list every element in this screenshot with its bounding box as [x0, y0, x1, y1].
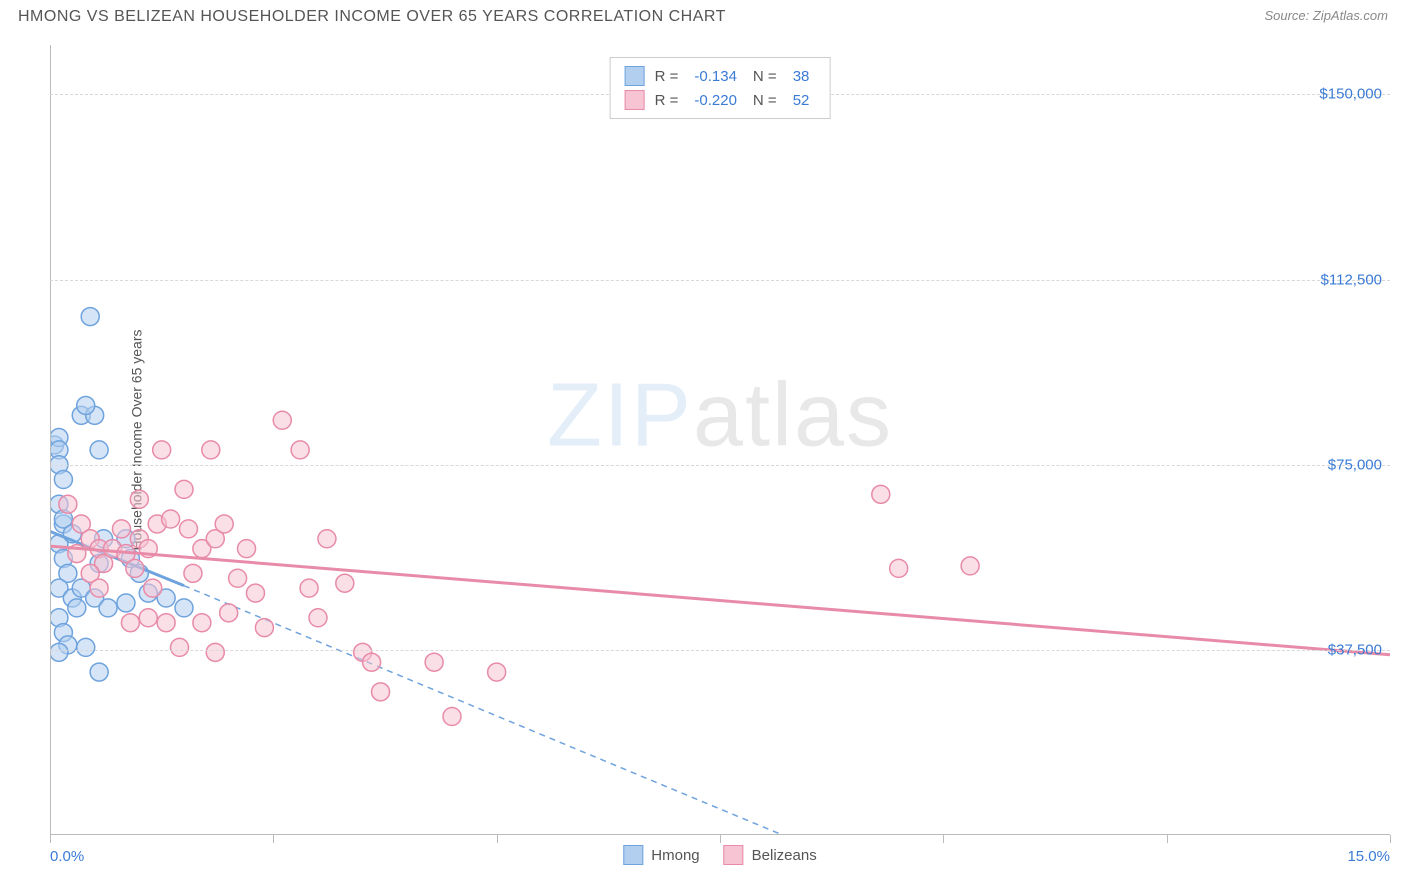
- legend-swatch: [625, 90, 645, 110]
- data-point: [318, 530, 336, 548]
- grid-line: [50, 280, 1390, 281]
- data-point: [872, 485, 890, 503]
- data-point: [443, 708, 461, 726]
- data-point: [77, 638, 95, 656]
- data-point: [121, 614, 139, 632]
- data-point: [179, 520, 197, 538]
- data-point: [90, 579, 108, 597]
- stats-legend-box: R = -0.134 N = 38 R = -0.220 N = 52: [610, 57, 831, 119]
- y-tick-label: $150,000: [1319, 86, 1382, 103]
- x-tick: [943, 835, 944, 843]
- source-name: ZipAtlas.com: [1313, 8, 1388, 23]
- data-point: [99, 599, 117, 617]
- x-tick: [50, 835, 51, 843]
- data-point: [193, 614, 211, 632]
- grid-line: [50, 465, 1390, 466]
- data-point: [153, 441, 171, 459]
- data-point: [300, 579, 318, 597]
- data-point: [175, 480, 193, 498]
- r-value: -0.220: [694, 92, 737, 109]
- x-tick: [273, 835, 274, 843]
- source-prefix: Source:: [1264, 8, 1312, 23]
- stats-legend-row: R = -0.220 N = 52: [625, 88, 816, 112]
- x-tick-label: 15.0%: [1347, 848, 1390, 865]
- data-point: [291, 441, 309, 459]
- data-point: [139, 609, 157, 627]
- data-point: [50, 643, 68, 661]
- data-point: [273, 411, 291, 429]
- y-tick-label: $75,000: [1328, 456, 1382, 473]
- data-point: [206, 643, 224, 661]
- data-point: [488, 663, 506, 681]
- data-point: [246, 584, 264, 602]
- data-point: [890, 559, 908, 577]
- data-point: [157, 614, 175, 632]
- data-point: [372, 683, 390, 701]
- n-value: 52: [793, 92, 810, 109]
- r-label: R =: [655, 92, 679, 109]
- y-tick-label: $112,500: [1321, 271, 1382, 288]
- data-point: [961, 557, 979, 575]
- data-point: [90, 441, 108, 459]
- data-point: [215, 515, 233, 533]
- series-name: Hmong: [651, 847, 699, 864]
- data-point: [425, 653, 443, 671]
- chart-title: HMONG VS BELIZEAN HOUSEHOLDER INCOME OVE…: [18, 8, 726, 26]
- data-point: [175, 599, 193, 617]
- data-point: [90, 663, 108, 681]
- series-legend: Hmong Belizeans: [623, 845, 816, 865]
- series-legend-item: Belizeans: [724, 845, 817, 865]
- legend-swatch: [623, 845, 643, 865]
- data-point: [363, 653, 381, 671]
- data-point: [117, 594, 135, 612]
- source-attribution: Source: ZipAtlas.com: [1264, 8, 1388, 26]
- data-point: [112, 520, 130, 538]
- x-tick: [720, 835, 721, 843]
- grid-line: [50, 650, 1390, 651]
- x-tick: [1390, 835, 1391, 843]
- chart-container: Householder Income Over 65 years ZIPatla…: [50, 45, 1390, 835]
- x-tick: [1167, 835, 1168, 843]
- data-point: [68, 599, 86, 617]
- r-label: R =: [655, 68, 679, 85]
- data-point: [336, 574, 354, 592]
- data-point: [238, 540, 256, 558]
- data-point: [202, 441, 220, 459]
- n-label: N =: [753, 68, 777, 85]
- data-point: [184, 564, 202, 582]
- data-point: [220, 604, 238, 622]
- data-point: [255, 619, 273, 637]
- y-tick-label: $37,500: [1328, 641, 1382, 658]
- data-point: [126, 559, 144, 577]
- data-point: [130, 490, 148, 508]
- x-tick: [497, 835, 498, 843]
- legend-swatch: [625, 66, 645, 86]
- series-name: Belizeans: [752, 847, 817, 864]
- data-point: [144, 579, 162, 597]
- trend-line-dashed: [184, 586, 783, 835]
- series-legend-item: Hmong: [623, 845, 699, 865]
- legend-swatch: [724, 845, 744, 865]
- n-value: 38: [793, 68, 810, 85]
- n-label: N =: [753, 92, 777, 109]
- data-point: [171, 638, 189, 656]
- x-tick-label: 0.0%: [50, 848, 84, 865]
- data-point: [59, 495, 77, 513]
- stats-legend-row: R = -0.134 N = 38: [625, 64, 816, 88]
- chart-header: HMONG VS BELIZEAN HOUSEHOLDER INCOME OVE…: [0, 0, 1406, 34]
- data-point: [162, 510, 180, 528]
- data-point: [309, 609, 327, 627]
- r-value: -0.134: [694, 68, 737, 85]
- data-point: [54, 471, 72, 489]
- data-point: [229, 569, 247, 587]
- data-point: [77, 396, 95, 414]
- data-point: [81, 308, 99, 326]
- y-axis-line: [50, 45, 51, 835]
- scatter-plot-svg: [50, 45, 1390, 835]
